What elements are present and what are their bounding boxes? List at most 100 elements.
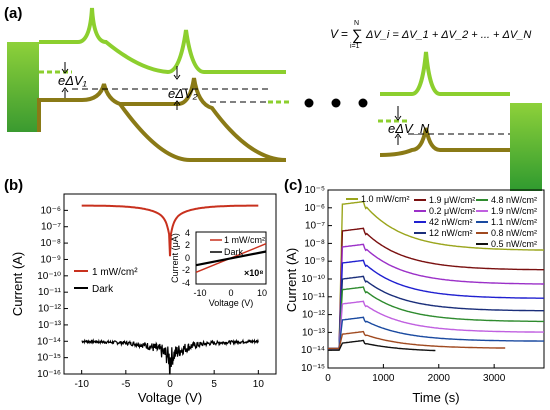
delta-vn-marker: [394, 106, 402, 145]
c-series-2: [328, 243, 544, 350]
panel-c-label: (c): [284, 177, 302, 194]
c-series-1: [328, 227, 544, 350]
b-ytick-label: 10⁻¹⁴: [37, 336, 61, 347]
b-series-dark: [81, 338, 259, 375]
panel-a: (a): [4, 5, 542, 191]
delta-v1-marker: [61, 62, 69, 98]
inset-xtick-10: 10: [257, 288, 267, 298]
panel-b-inset: 1 mW/cm² Dark ×10⁸ 4 2 0 -2 -4 -10 0 10 …: [170, 228, 267, 308]
b-series-light: [81, 204, 259, 257]
b-ytick-label: 10⁻⁹: [40, 254, 61, 265]
inset-xtick-m10: -10: [193, 288, 206, 298]
b-ytick-label: 10⁻⁸: [40, 238, 61, 249]
c-ytick-label: 10⁻¹⁰: [301, 274, 325, 285]
inset-plot: [195, 243, 267, 273]
delta-vn-label: eΔV_N: [388, 121, 430, 136]
delta-v2-label: eΔV₂: [168, 86, 198, 101]
c-ytick-label: 10⁻¹¹: [302, 292, 326, 303]
inset-legend-red: 1 mW/cm²: [224, 235, 265, 245]
inset-ytick-m4: -4: [182, 278, 190, 288]
panel-a-label: (a): [4, 5, 22, 22]
b-xtick-label: 5: [211, 379, 217, 390]
upper-band-2: [380, 51, 510, 96]
c-ytick-label: 10⁻¹⁵: [301, 363, 325, 374]
c-ytick-label: 10⁻⁸: [304, 238, 325, 249]
panel-b-xlabel: Voltage (V): [138, 390, 202, 405]
inset-ytick-2: 2: [185, 240, 190, 250]
b-xtick-label: 0: [167, 379, 173, 390]
inset-ytick-m2: -2: [182, 265, 190, 275]
c-ytick-label: 10⁻⁷: [305, 221, 325, 232]
panel-c-xlabel: Time (s): [412, 390, 459, 405]
lower-band-2: [379, 127, 510, 157]
inset-multiplier: ×10⁸: [244, 268, 264, 278]
panel-c-plot: [328, 200, 544, 352]
b-ytick-label: 10⁻⁶: [40, 205, 61, 216]
c-series-4: [328, 275, 544, 350]
b-xtick-label: -10: [74, 379, 89, 390]
eq-sum-bot: i=1: [350, 43, 360, 50]
c-series-6: [328, 300, 544, 350]
panel-c-legend: 1.0 mW/cm² 1.9 μW/cm² 4.8 nW/cm² 0.2 μW/cm²…: [346, 194, 537, 249]
c-ytick-label: 10⁻¹³: [302, 327, 326, 338]
eq-rhs: ΔV_i = ΔV_1 + ΔV_2 + ... + ΔV_N: [365, 29, 531, 41]
c-legend-label: 1.1 nW/cm²: [491, 217, 537, 227]
inset-xtick-0: 0: [228, 288, 233, 298]
c-legend-label: 1.9 μW/cm²: [429, 195, 475, 205]
svg-text:=: =: [341, 27, 348, 41]
c-legend-label: 4.8 nW/cm²: [491, 195, 537, 205]
b-ytick-label: 10⁻⁷: [41, 222, 61, 233]
lower-band-1b: [119, 77, 287, 162]
panel-b: (b) -10 -5 0 5 10 10⁻¹⁶ 10⁻¹⁵ 10⁻¹⁴ 10⁻¹³ 10⁻¹² 10…: [4, 177, 277, 405]
b-ytick-label: 10⁻¹⁶: [37, 369, 61, 380]
b-xtick-label: 10: [253, 379, 265, 390]
c-series-5: [328, 286, 544, 350]
b-ytick-label: 10⁻¹²: [38, 304, 62, 315]
c-legend-label: 0.5 nW/cm²: [491, 239, 537, 249]
panel-b-ylabel: Current (A): [10, 252, 25, 316]
upper-band-1: [39, 7, 286, 75]
c-xtick-label: 1000: [372, 373, 395, 384]
inset-ylabel: Current (μA): [170, 233, 180, 283]
panel-c-ylabel: Current (A): [284, 248, 299, 312]
inset-ytick-4: 4: [185, 228, 190, 238]
right-contact: [510, 103, 542, 191]
c-series-3: [328, 259, 544, 350]
left-contact: [7, 42, 39, 132]
b-xtick-label: -5: [121, 379, 130, 390]
panel-c-ticks: 0 1000 2000 3000 10⁻¹⁵ 10⁻¹⁴ 10⁻¹³ 10⁻¹² 10⁻¹¹ 10…: [301, 185, 506, 384]
panel-b-label: (b): [4, 177, 23, 194]
c-ytick-label: 10⁻⁶: [304, 203, 325, 214]
panel-c: (c) 0 1000 2000 3000 10⁻¹⁵ 10⁻¹⁴ 10⁻¹³ 10⁻¹² 10⁻…: [284, 177, 545, 405]
c-xtick-label: 0: [325, 373, 331, 384]
inset-series-1: [195, 250, 267, 267]
c-legend-label: 1.9 nW/cm²: [491, 206, 537, 216]
c-xtick-label: 3000: [483, 373, 506, 384]
c-xtick-label: 2000: [428, 373, 451, 384]
c-ytick-label: 10⁻⁵: [304, 185, 325, 196]
b-ytick-label: 10⁻¹¹: [38, 287, 62, 298]
c-legend-label: 0.8 nW/cm²: [491, 228, 537, 238]
legend-b-red: 1 mW/cm²: [92, 267, 138, 278]
b-ytick-label: 10⁻¹⁵: [37, 353, 61, 364]
c-legend-label: 0.2 μW/cm²: [429, 206, 475, 216]
delta-v1-label: eΔV₁: [58, 73, 87, 88]
panel-b-plot: [81, 204, 259, 375]
inset-legend-black: Dark: [224, 247, 244, 257]
b-ytick-label: 10⁻¹⁰: [37, 271, 61, 282]
lower-band-1: [37, 83, 286, 162]
b-ytick-label: 10⁻¹³: [38, 320, 62, 331]
c-legend-label: 42 nW/cm²: [429, 217, 473, 227]
ellipsis-dot-2: [331, 98, 341, 108]
c-series-8: [328, 330, 506, 350]
inset-xlabel: Voltage (V): [209, 298, 254, 308]
c-legend-label: 12 nW/cm²: [429, 228, 473, 238]
eq-sum-top: N: [354, 20, 359, 27]
c-legend-label: 1.0 mW/cm²: [361, 194, 410, 204]
ellipsis-dot-1: [304, 98, 314, 108]
c-ytick-label: 10⁻¹²: [302, 310, 326, 321]
eq-lhs: V: [330, 27, 339, 41]
sum-equation: V = ∑ N i=1 ΔV_i = ΔV_1 + ΔV_2 + ... + Δ…: [330, 20, 531, 50]
c-ytick-label: 10⁻¹⁴: [301, 345, 325, 356]
